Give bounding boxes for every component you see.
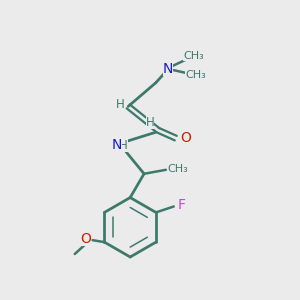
Text: H: H — [146, 116, 154, 129]
Text: O: O — [80, 232, 91, 246]
Text: CH₃: CH₃ — [183, 51, 204, 61]
Text: CH₃: CH₃ — [167, 164, 188, 174]
Text: H: H — [116, 98, 125, 111]
Text: CH₃: CH₃ — [185, 70, 206, 80]
Text: F: F — [178, 199, 186, 212]
Text: N: N — [163, 62, 173, 76]
Text: N: N — [112, 138, 122, 152]
Text: H: H — [119, 139, 128, 152]
Text: O: O — [180, 131, 191, 145]
